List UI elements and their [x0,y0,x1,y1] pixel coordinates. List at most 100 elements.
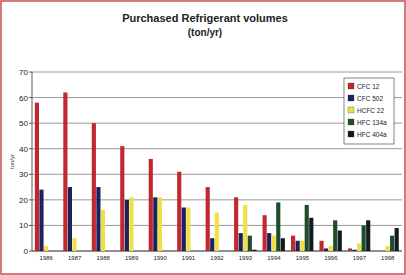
bar [252,250,256,251]
tick-mark [29,97,32,98]
subtitle: (ton/yr) [188,27,222,38]
bar [101,210,105,251]
bar [162,251,166,252]
legend-swatch [348,95,354,101]
bar [234,197,238,251]
legend-label: HCFC 22 [357,107,384,114]
bar [138,251,142,252]
bar [224,251,228,252]
x-tick-label: 1990 [153,255,167,261]
tick-mark [29,72,32,73]
bar [324,248,328,251]
legend-label: HFC 404a [357,131,387,138]
y-tick-label: 0 [24,247,29,256]
bar [267,233,271,251]
bar [125,200,129,251]
bar [319,241,323,251]
bar [291,236,295,251]
bar [182,208,186,251]
x-tick-label: 1989 [125,255,139,261]
bar [305,205,309,251]
bar [44,246,48,251]
y-axis-label: ton/yr [9,154,15,169]
y-tick-label: 60 [19,94,28,103]
bar [149,159,153,251]
x-tick-label: 1991 [182,255,196,261]
bar [276,202,280,251]
bar [376,251,380,252]
tick-mark [29,148,32,149]
bar [49,251,53,252]
y-tick-label: 70 [19,68,28,77]
bar [68,187,72,251]
bar [390,236,394,251]
bar [352,250,356,251]
bar [309,218,313,251]
bar [219,251,223,252]
tick-mark [29,174,32,175]
bar [53,251,57,252]
bar [158,197,162,251]
bar [210,238,214,251]
bar [186,208,190,251]
bar [243,205,247,251]
bar [82,251,86,252]
bar [381,251,385,252]
bar [72,238,76,251]
grid-line [32,72,402,73]
bar [134,251,138,252]
bar [92,123,96,251]
title: Purchased Refrigerant volumes [122,12,288,24]
bar [167,251,171,252]
bar [63,92,67,251]
tick-mark [29,123,32,124]
bar [120,146,124,251]
chart: Purchased Refrigerant volumes (ton/yr) ton… [0,0,406,275]
legend-swatch [348,83,354,89]
bar [329,246,333,251]
bar [333,220,337,251]
legend-label: CFC 12 [357,83,380,90]
bar [39,190,43,251]
bar [195,251,199,252]
bar [191,251,195,252]
bar [248,236,252,251]
bar [385,246,389,251]
bar [366,220,370,251]
y-tick-label: 50 [19,119,28,128]
bar [239,233,243,251]
y-tick-label: 30 [19,170,28,179]
grid-line [32,148,402,149]
bar [35,103,39,251]
x-tick-label: 1997 [353,255,367,261]
legend-label: CFC 502 [357,95,383,102]
bar [357,243,361,251]
bar [362,225,366,251]
bar [215,213,219,251]
y-tick-label: 40 [19,145,28,154]
x-tick-label: 1996 [324,255,338,261]
x-tick-label: 1992 [210,255,224,261]
grid-line [32,199,402,200]
bar [96,187,100,251]
tick-mark [29,199,32,200]
bar [129,197,133,251]
bar [263,215,267,251]
y-tick-label: 20 [19,196,28,205]
bar [338,231,342,251]
bar [348,248,352,251]
legend-swatch [348,119,354,125]
bar [110,251,114,252]
frame [1,1,405,274]
x-tick-label: 1987 [68,255,82,261]
x-tick-label: 1995 [296,255,310,261]
y-axis [32,72,33,251]
x-tick-label: 1994 [267,255,281,261]
x-tick-label: 1998 [381,255,395,261]
legend [344,78,394,144]
x-tick-label: 1993 [239,255,253,261]
bar [300,241,304,251]
bar [105,251,109,252]
bar [206,187,210,251]
legend-label: HFC 134a [357,119,387,126]
